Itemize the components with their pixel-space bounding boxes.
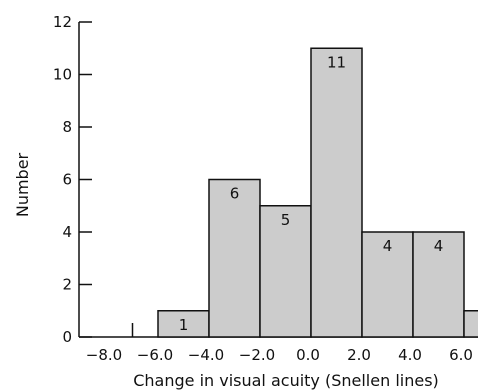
histogram-bar (208, 178, 261, 338)
bar-value-label: 1 (179, 316, 189, 334)
x-ticks: −8.0 −6.0 −4.0 −2.0 0.0 2.0 4.0 6.0 (86, 346, 473, 364)
y-tick-label: 4 (62, 223, 72, 241)
y-ticks: 0 2 4 6 8 10 12 (53, 13, 92, 346)
x-tick-label: 4.0 (398, 346, 422, 364)
histogram-bar (412, 231, 465, 338)
bars (131, 47, 478, 338)
bar-value-label: 5 (281, 211, 291, 229)
y-tick-label: 8 (62, 118, 72, 136)
histogram-bar (310, 47, 363, 338)
y-axis-title: Number (13, 152, 32, 217)
y-tick-label: 0 (62, 328, 72, 346)
x-tick-label: 2.0 (347, 346, 371, 364)
y-tick-label: 12 (53, 13, 72, 31)
x-tick-label: 6.0 (449, 346, 473, 364)
x-tick-label: −2.0 (239, 346, 275, 364)
bar-value-label: 6 (230, 185, 240, 203)
histogram-bar (361, 231, 414, 338)
x-tick-label: −6.0 (137, 346, 173, 364)
bar-value-label: 4 (434, 237, 444, 255)
x-tick-label: −4.0 (188, 346, 224, 364)
bar-value-label: 4 (383, 237, 393, 255)
bar-labels: 16511441 (179, 53, 444, 334)
x-tick-label: 0.0 (296, 346, 320, 364)
y-tick-label: 10 (53, 66, 72, 84)
bar-value-label: 11 (327, 53, 346, 71)
x-tick-label: −8.0 (86, 346, 122, 364)
y-tick-label: 6 (62, 171, 72, 189)
y-tick-label: 2 (62, 276, 72, 294)
x-axis-title: Change in visual acuity (Snellen lines) (133, 371, 439, 390)
histogram-bar (463, 310, 478, 338)
histogram-bar (259, 205, 312, 338)
